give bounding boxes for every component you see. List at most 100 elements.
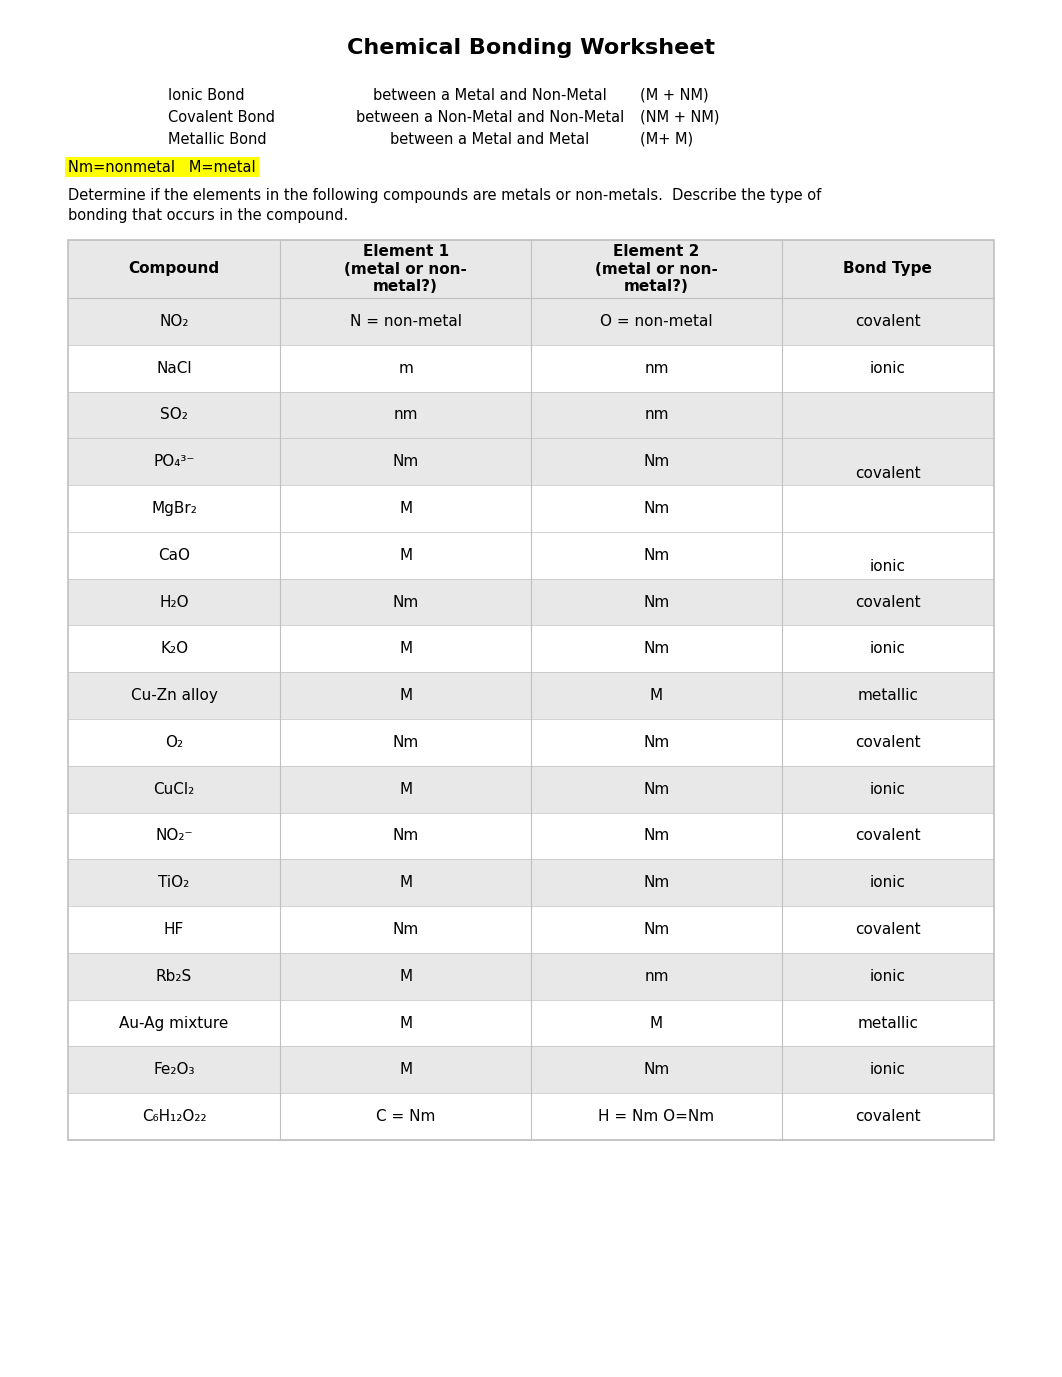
Text: Nm: Nm xyxy=(644,782,669,797)
Text: H = Nm O=Nm: H = Nm O=Nm xyxy=(598,1108,715,1124)
Text: NaCl: NaCl xyxy=(156,361,192,376)
Bar xyxy=(68,672,994,719)
Text: Nm: Nm xyxy=(644,735,669,750)
Text: Fe₂O₃: Fe₂O₃ xyxy=(153,1062,194,1077)
Text: ionic: ionic xyxy=(870,642,906,657)
Text: between a Metal and Metal: between a Metal and Metal xyxy=(391,131,589,146)
Bar xyxy=(68,953,994,1000)
Bar xyxy=(68,859,994,906)
Text: O₂: O₂ xyxy=(165,735,183,750)
Text: TiO₂: TiO₂ xyxy=(158,876,190,890)
Text: nm: nm xyxy=(645,408,669,423)
Text: M: M xyxy=(399,548,412,563)
Text: metallic: metallic xyxy=(857,688,919,704)
Text: MgBr₂: MgBr₂ xyxy=(151,501,198,516)
Text: Cu-Zn alloy: Cu-Zn alloy xyxy=(131,688,218,704)
Text: M: M xyxy=(399,782,412,797)
Text: Nm: Nm xyxy=(644,829,669,844)
Text: C = Nm: C = Nm xyxy=(376,1108,435,1124)
Text: M: M xyxy=(399,642,412,657)
Text: HF: HF xyxy=(164,923,184,936)
Text: Chemical Bonding Worksheet: Chemical Bonding Worksheet xyxy=(347,39,715,58)
Text: ionic: ionic xyxy=(870,1062,906,1077)
Text: Compound: Compound xyxy=(129,262,220,277)
Text: Ionic Bond: Ionic Bond xyxy=(168,88,244,102)
Text: NO₂⁻: NO₂⁻ xyxy=(155,829,193,844)
Bar xyxy=(68,438,994,485)
Text: Nm: Nm xyxy=(393,735,418,750)
Bar xyxy=(68,812,994,859)
Text: Bond Type: Bond Type xyxy=(843,262,932,277)
Text: Nm: Nm xyxy=(644,548,669,563)
Text: Nm: Nm xyxy=(644,501,669,516)
Text: M: M xyxy=(650,688,663,704)
Text: Nm=nonmetal   M=metal: Nm=nonmetal M=metal xyxy=(68,160,256,175)
Text: m: m xyxy=(398,361,413,376)
Text: Element 2
(metal or non-
metal?): Element 2 (metal or non- metal?) xyxy=(595,244,718,293)
Text: covalent: covalent xyxy=(855,314,921,329)
Text: NO₂: NO₂ xyxy=(159,314,189,329)
Text: Rb₂S: Rb₂S xyxy=(156,969,192,983)
Text: Nm: Nm xyxy=(644,876,669,890)
Text: covalent: covalent xyxy=(855,923,921,936)
Text: O = non-metal: O = non-metal xyxy=(600,314,713,329)
Text: Metallic Bond: Metallic Bond xyxy=(168,131,267,146)
Text: M: M xyxy=(399,501,412,516)
Text: Nm: Nm xyxy=(644,923,669,936)
Text: Au-Ag mixture: Au-Ag mixture xyxy=(119,1016,228,1030)
Bar xyxy=(68,297,994,344)
Text: ionic: ionic xyxy=(870,969,906,983)
Text: M: M xyxy=(399,1016,412,1030)
Bar xyxy=(68,240,994,297)
Bar xyxy=(68,240,994,1140)
Text: N = non-metal: N = non-metal xyxy=(349,314,462,329)
Bar xyxy=(68,625,994,672)
Text: Nm: Nm xyxy=(393,454,418,470)
Text: ionic: ionic xyxy=(870,361,906,376)
Text: between a Metal and Non-Metal: between a Metal and Non-Metal xyxy=(373,88,606,102)
Text: (M+ M): (M+ M) xyxy=(640,131,693,146)
Text: Nm: Nm xyxy=(644,454,669,470)
Text: Nm: Nm xyxy=(644,595,669,610)
Text: M: M xyxy=(399,969,412,983)
Text: Element 1
(metal or non-
metal?): Element 1 (metal or non- metal?) xyxy=(344,244,467,293)
Text: between a Non-Metal and Non-Metal: between a Non-Metal and Non-Metal xyxy=(356,110,624,124)
Text: (M + NM): (M + NM) xyxy=(640,88,708,102)
Bar xyxy=(68,578,994,625)
Text: covalent: covalent xyxy=(855,1108,921,1124)
Text: K₂O: K₂O xyxy=(160,642,188,657)
Text: M: M xyxy=(399,1062,412,1077)
Text: ionic: ionic xyxy=(870,876,906,890)
Text: Determine if the elements in the following compounds are metals or non-metals.  : Determine if the elements in the followi… xyxy=(68,189,821,223)
Text: nm: nm xyxy=(393,408,417,423)
Text: covalent: covalent xyxy=(855,829,921,844)
Text: M: M xyxy=(399,876,412,890)
Text: Covalent Bond: Covalent Bond xyxy=(168,110,275,124)
Text: Nm: Nm xyxy=(393,829,418,844)
Bar xyxy=(68,532,994,578)
Bar xyxy=(68,1093,994,1140)
Text: CuCl₂: CuCl₂ xyxy=(154,782,194,797)
Text: SO₂: SO₂ xyxy=(160,408,188,423)
Text: Nm: Nm xyxy=(393,923,418,936)
Bar xyxy=(68,1000,994,1047)
Text: H₂O: H₂O xyxy=(159,595,189,610)
Bar xyxy=(68,719,994,766)
Text: Nm: Nm xyxy=(644,1062,669,1077)
Text: Nm: Nm xyxy=(393,595,418,610)
Bar xyxy=(68,906,994,953)
Text: C₆H₁₂O₂₂: C₆H₁₂O₂₂ xyxy=(142,1108,206,1124)
Text: covalent: covalent xyxy=(855,465,921,481)
Bar xyxy=(68,344,994,391)
Text: M: M xyxy=(399,688,412,704)
Text: Nm: Nm xyxy=(644,642,669,657)
Text: covalent: covalent xyxy=(855,735,921,750)
Text: M: M xyxy=(650,1016,663,1030)
Text: PO₄³⁻: PO₄³⁻ xyxy=(153,454,194,470)
Text: CaO: CaO xyxy=(158,548,190,563)
Text: metallic: metallic xyxy=(857,1016,919,1030)
Bar xyxy=(68,766,994,812)
Bar xyxy=(68,485,994,532)
Text: (NM + NM): (NM + NM) xyxy=(640,110,719,124)
Bar xyxy=(68,391,994,438)
